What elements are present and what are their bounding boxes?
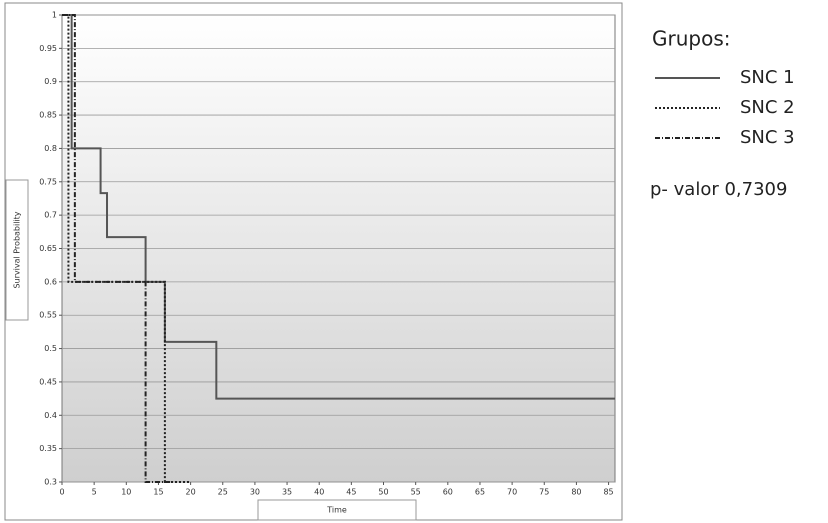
x-axis-label: Time [326, 506, 347, 515]
legend-label: SNC 1 [740, 67, 795, 88]
x-tick-label: 65 [475, 488, 485, 497]
y-tick-label: 0.35 [39, 444, 57, 453]
x-tick-label: 20 [186, 488, 196, 497]
x-tick-label: 30 [250, 488, 260, 497]
y-tick-label: 0.7 [44, 211, 57, 220]
y-label-box [5, 179, 29, 321]
survival-curve [62, 14, 172, 483]
annotation: p- valor 0,7309 [650, 179, 787, 200]
x-tick-label: 40 [314, 488, 324, 497]
y-tick-label: 0.3 [44, 478, 57, 487]
y-tick-label: 0.85 [39, 111, 57, 120]
x-label-box [257, 499, 417, 521]
y-tick-label: 0.55 [39, 311, 57, 320]
legend-title: Grupos: [652, 27, 731, 51]
x-tick-label: 10 [121, 488, 131, 497]
x-tick-label: 85 [603, 488, 613, 497]
y-tick-label: 0.5 [44, 344, 57, 353]
y-tick-label: 0.45 [39, 377, 57, 386]
y-tick-label: 0.8 [44, 144, 57, 153]
x-tick-label: 50 [378, 488, 388, 497]
y-tick-label: 0.95 [39, 44, 57, 53]
x-tick-label: 15 [153, 488, 163, 497]
x-tick-label: 70 [507, 488, 517, 497]
x-tick-label: 75 [539, 488, 549, 497]
y-tick-label: 0.6 [44, 277, 57, 286]
y-tick-label: 1 [52, 11, 57, 20]
x-tick-label: 45 [346, 488, 356, 497]
x-tick-label: 55 [411, 488, 421, 497]
y-axis-label: Survival Probability [13, 211, 22, 288]
x-tick-label: 0 [59, 488, 64, 497]
x-tick-label: 35 [282, 488, 292, 497]
legend-label: SNC 3 [740, 127, 795, 148]
legend-label: SNC 2 [740, 97, 795, 118]
x-tick-label: 60 [443, 488, 453, 497]
y-tick-label: 0.75 [39, 177, 57, 186]
survival-curve [62, 14, 615, 400]
x-tick-label: 25 [218, 488, 228, 497]
y-tick-label: 0.65 [39, 244, 57, 253]
x-tick-label: 80 [571, 488, 581, 497]
x-tick-label: 5 [92, 488, 97, 497]
y-tick-label: 0.9 [44, 77, 57, 86]
y-tick-label: 0.4 [44, 411, 57, 420]
